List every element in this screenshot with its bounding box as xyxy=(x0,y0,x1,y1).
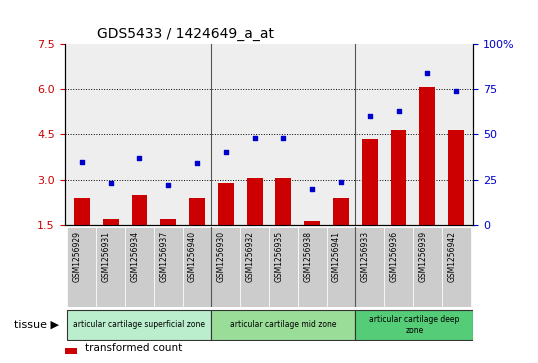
Text: GSM1256936: GSM1256936 xyxy=(390,231,399,282)
Text: GSM1256931: GSM1256931 xyxy=(102,231,111,282)
Bar xyxy=(182,227,211,307)
Bar xyxy=(189,198,205,225)
Bar xyxy=(67,227,96,307)
Bar xyxy=(298,227,327,307)
Bar xyxy=(362,139,378,225)
Bar xyxy=(356,310,473,340)
Point xyxy=(222,150,230,155)
Bar xyxy=(269,227,298,307)
Text: GSM1256935: GSM1256935 xyxy=(274,231,284,282)
Text: GSM1256932: GSM1256932 xyxy=(246,231,254,282)
Text: GDS5433 / 1424649_a_at: GDS5433 / 1424649_a_at xyxy=(97,27,274,41)
Point xyxy=(77,159,86,164)
Bar xyxy=(420,87,435,225)
Text: GSM1256933: GSM1256933 xyxy=(361,231,370,282)
Bar xyxy=(384,227,413,307)
Text: articular cartilage deep
zone: articular cartilage deep zone xyxy=(369,315,459,335)
Bar xyxy=(103,219,118,225)
Text: transformed count: transformed count xyxy=(85,343,182,354)
Bar xyxy=(67,310,211,340)
Bar xyxy=(211,310,356,340)
Point xyxy=(423,70,431,76)
Text: GSM1256929: GSM1256929 xyxy=(73,231,82,282)
Point xyxy=(107,180,115,186)
Text: GSM1256930: GSM1256930 xyxy=(217,231,226,282)
Text: GSM1256941: GSM1256941 xyxy=(332,231,341,282)
Point xyxy=(164,182,173,188)
Bar xyxy=(160,219,176,225)
Bar xyxy=(327,227,356,307)
Point xyxy=(135,155,144,161)
Bar xyxy=(74,198,90,225)
Bar xyxy=(131,195,147,225)
Point xyxy=(308,186,316,192)
Bar xyxy=(356,227,384,307)
Bar xyxy=(96,227,125,307)
Bar xyxy=(333,198,349,225)
Point xyxy=(250,135,259,141)
Bar xyxy=(442,227,471,307)
Point xyxy=(279,135,288,141)
Point xyxy=(337,179,345,184)
Bar xyxy=(413,227,442,307)
Bar xyxy=(218,183,233,225)
Bar xyxy=(448,130,464,225)
Text: tissue ▶: tissue ▶ xyxy=(14,320,59,330)
Text: GSM1256934: GSM1256934 xyxy=(130,231,139,282)
Bar xyxy=(391,130,407,225)
Bar xyxy=(240,227,269,307)
Bar xyxy=(275,178,291,225)
Point xyxy=(193,160,201,166)
Point xyxy=(394,108,403,114)
Text: articular cartilage superficial zone: articular cartilage superficial zone xyxy=(73,321,206,329)
Bar xyxy=(305,220,320,225)
Bar xyxy=(125,227,154,307)
Bar xyxy=(65,343,77,354)
Point xyxy=(452,88,461,94)
Text: GSM1256942: GSM1256942 xyxy=(447,231,456,282)
Bar xyxy=(247,178,263,225)
Text: GSM1256940: GSM1256940 xyxy=(188,231,197,282)
Bar xyxy=(154,227,182,307)
Bar xyxy=(211,227,240,307)
Text: GSM1256939: GSM1256939 xyxy=(419,231,427,282)
Point xyxy=(365,113,374,119)
Text: articular cartilage mid zone: articular cartilage mid zone xyxy=(230,321,337,329)
Text: GSM1256937: GSM1256937 xyxy=(159,231,168,282)
Text: GSM1256938: GSM1256938 xyxy=(303,231,312,282)
